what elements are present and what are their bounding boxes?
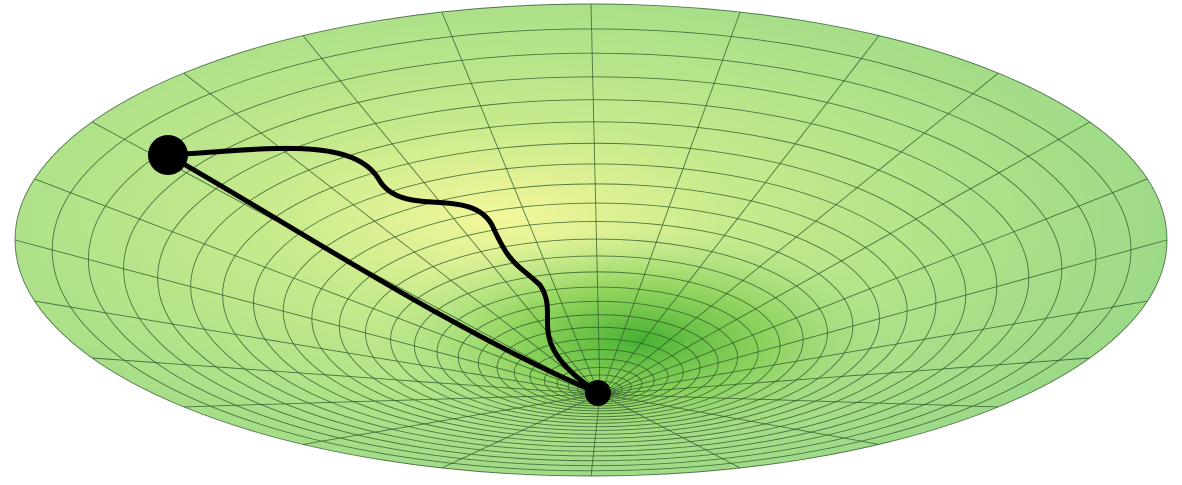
mesh-spoke — [608, 178, 1148, 393]
surface-shading — [380, 230, 900, 450]
mesh-spoke — [607, 121, 1091, 392]
mesh-spoke — [14, 239, 592, 394]
mesh-spoke — [601, 11, 741, 391]
mesh-spoke — [604, 35, 880, 391]
mesh-spoke — [590, 3, 601, 391]
mesh-spoke — [608, 300, 1148, 394]
mesh-spoke — [441, 11, 599, 391]
mesh-spoke — [607, 357, 1090, 395]
start-point — [148, 135, 188, 175]
wavy-path — [165, 145, 601, 396]
mesh-spoke — [606, 72, 999, 392]
mesh-spoke — [34, 300, 592, 394]
mesh-spoke — [302, 35, 596, 391]
mesh-spoke — [34, 178, 592, 393]
mesh-spoke — [604, 394, 880, 445]
mesh-spoke — [608, 239, 1168, 394]
direct-path — [165, 152, 601, 396]
mesh-spoke — [602, 394, 741, 469]
end-point — [585, 380, 611, 406]
mesh-spoke — [92, 357, 593, 395]
mesh-spoke — [606, 393, 999, 408]
mesh-spoke — [183, 393, 594, 408]
paths — [165, 145, 601, 396]
mesh-spoke — [302, 394, 596, 445]
